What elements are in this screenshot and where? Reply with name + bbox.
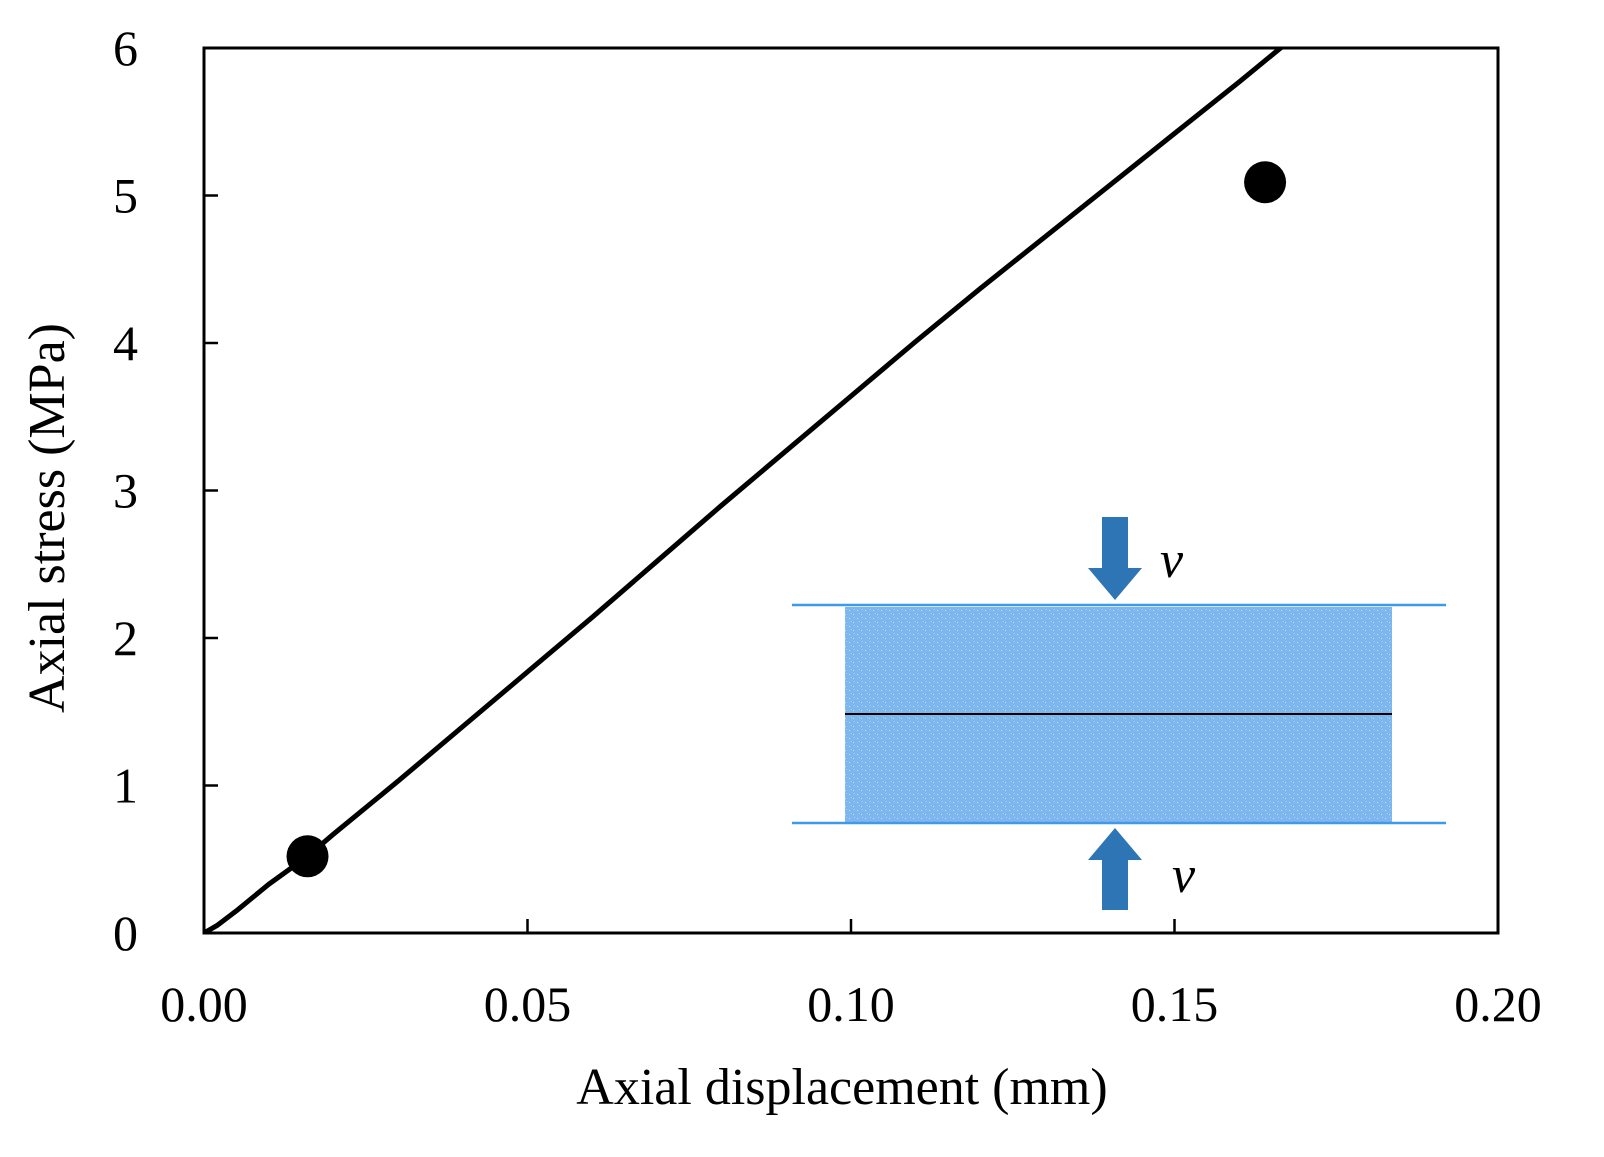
data-markers bbox=[286, 161, 1287, 878]
x-tick-label: 0.20 bbox=[1454, 976, 1542, 1032]
y-tick-label: 5 bbox=[113, 168, 138, 224]
data-point-marker bbox=[286, 835, 329, 878]
top-arrow-down-icon bbox=[1088, 517, 1142, 600]
y-axis-title: Axial stress (MPa) bbox=[19, 323, 76, 713]
y-tick-label: 0 bbox=[113, 905, 138, 961]
y-tick-label: 6 bbox=[113, 20, 138, 76]
y-tick-label: 3 bbox=[113, 463, 138, 519]
y-tick-label: 4 bbox=[113, 315, 138, 371]
y-tick-label: 1 bbox=[113, 758, 138, 814]
x-tick-label: 0.15 bbox=[1131, 976, 1219, 1032]
bottom-arrow-up-icon bbox=[1088, 828, 1142, 910]
y-tick-label: 2 bbox=[113, 610, 138, 666]
x-axis-title: Axial displacement (mm) bbox=[576, 1059, 1107, 1116]
y-axis-ticks: 0 1 2 3 4 5 6 bbox=[113, 20, 218, 961]
bottom-velocity-label: v bbox=[1172, 847, 1196, 904]
data-point-marker bbox=[1244, 161, 1287, 204]
x-tick-label: 0.05 bbox=[484, 976, 572, 1032]
top-velocity-label: v bbox=[1160, 532, 1184, 589]
x-axis-ticks: 0.00 0.05 0.10 0.15 0.20 bbox=[160, 919, 1542, 1032]
x-tick-label: 0.00 bbox=[160, 976, 248, 1032]
specimen-inset: v v bbox=[792, 517, 1446, 910]
x-tick-label: 0.10 bbox=[807, 976, 895, 1032]
